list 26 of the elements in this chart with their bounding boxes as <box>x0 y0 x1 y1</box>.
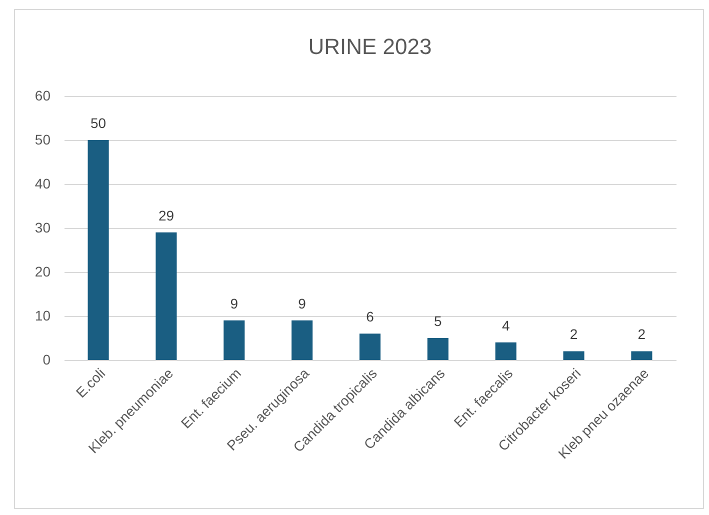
bar <box>88 140 109 360</box>
y-tick-label: 50 <box>34 132 51 148</box>
data-label: 9 <box>298 295 306 312</box>
y-tick-label: 20 <box>34 264 51 280</box>
bar <box>292 320 313 360</box>
data-label: 4 <box>502 317 510 334</box>
bar <box>156 232 177 360</box>
bar <box>495 342 516 360</box>
chart-title: URINE 2023 <box>308 34 432 59</box>
y-tick-label: 30 <box>34 220 51 236</box>
data-label: 9 <box>230 295 238 312</box>
data-label: 29 <box>158 207 174 224</box>
data-label: 6 <box>366 308 374 325</box>
data-label: 50 <box>90 115 106 131</box>
y-tick-label: 0 <box>42 352 51 368</box>
y-tick-label: 40 <box>34 176 51 192</box>
data-label: 2 <box>638 326 646 342</box>
bar <box>631 351 652 360</box>
bar <box>224 320 245 360</box>
y-tick-label: 60 <box>34 88 51 104</box>
bar <box>359 334 381 360</box>
data-label: 2 <box>570 326 578 342</box>
y-tick-label: 10 <box>34 308 51 324</box>
bar <box>427 338 448 360</box>
bar <box>563 351 584 360</box>
data-label: 5 <box>434 313 442 329</box>
